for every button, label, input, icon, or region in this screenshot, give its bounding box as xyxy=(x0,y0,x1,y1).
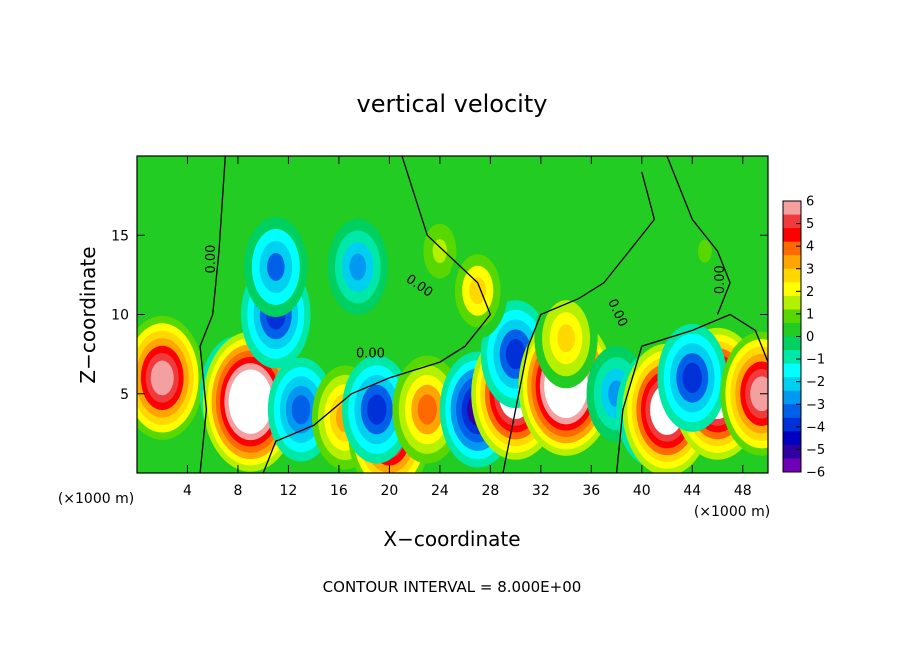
x-unit-label-right: (×1000 m) xyxy=(694,504,770,520)
colorbar-tick-label: −6 xyxy=(806,466,825,481)
x-tick-label: 36 xyxy=(582,483,600,499)
contour-interval-note: CONTOUR INTERVAL = 8.000E+00 xyxy=(323,578,582,596)
x-tick-label: 44 xyxy=(683,483,701,499)
x-tick-label: 12 xyxy=(280,483,298,499)
zero-contour-0 xyxy=(199,156,226,473)
colorbar-swatch xyxy=(783,431,801,446)
colorbar-swatch xyxy=(783,377,801,392)
colorbar-tick-label: 4 xyxy=(806,240,814,255)
x-tick-label: 28 xyxy=(481,483,499,499)
colorbar-tick-label: 3 xyxy=(806,262,814,277)
field-cell-13-4 xyxy=(505,339,526,370)
colorbar-tick-label: −5 xyxy=(806,443,825,458)
colorbar-swatch xyxy=(783,417,801,432)
field-cell-20-4 xyxy=(682,362,702,393)
x-tick-label: 24 xyxy=(431,483,449,499)
colorbar-swatch xyxy=(783,350,801,365)
field-cell-21-6 xyxy=(750,376,768,412)
velocity-field xyxy=(137,208,768,473)
colorbar-tick-label: 5 xyxy=(806,217,814,232)
y-tick-label: 5 xyxy=(120,387,129,403)
y-axis-label: Z−coordinate xyxy=(76,246,100,383)
field-cell-22-2 xyxy=(432,239,448,264)
x-tick-label: 32 xyxy=(532,483,550,499)
colorbar-swatch xyxy=(783,255,801,270)
field-cell-4-3 xyxy=(267,252,285,281)
colorbar-swatch xyxy=(783,241,801,256)
x-tick-label: 8 xyxy=(233,483,242,499)
zero-contour-3 xyxy=(615,313,768,473)
y-tick-label: 15 xyxy=(111,228,129,244)
colorbar-swatch xyxy=(783,295,801,310)
x-tick-label: 48 xyxy=(734,483,752,499)
colorbar-swatch xyxy=(783,458,801,473)
contour-label: 0.00 xyxy=(356,346,385,361)
colorbar-tick-label: −1 xyxy=(806,353,825,368)
field-cell-0-6 xyxy=(150,360,174,396)
colorbar-swatch xyxy=(783,228,801,243)
plot-area: 0.000.000.000.000.00 xyxy=(136,155,769,474)
colorbar-swatch xyxy=(783,322,801,337)
colorbar: 6 5 4 3 2 1 0 −1 −2 −3 −4 −5 −6 xyxy=(782,195,825,481)
colorbar-swatch xyxy=(783,282,801,297)
y-axis: 5 10 15 xyxy=(111,228,768,403)
field-cell-9-4 xyxy=(367,394,387,425)
zero-contour-2 xyxy=(502,171,656,473)
colorbar-swatch xyxy=(783,363,801,378)
field-cell-2-8 xyxy=(237,382,264,422)
field-cell-15-3 xyxy=(557,324,575,353)
colorbar-tick-label: 1 xyxy=(806,307,814,322)
colorbar-swatch xyxy=(783,336,801,351)
colorbar-tick-label: −3 xyxy=(806,398,825,413)
field-cell-10-4 xyxy=(417,394,437,425)
x-tick-label: 4 xyxy=(183,483,192,499)
colorbar-tick-label: −4 xyxy=(806,420,825,435)
colorbar-tick-label: 2 xyxy=(806,285,814,300)
colorbar-tick-label: 6 xyxy=(806,195,814,210)
field-cell-23-3 xyxy=(469,277,487,305)
zero-contour-1 xyxy=(262,156,492,473)
x-unit-label-left: (×1000 m) xyxy=(58,491,134,507)
contour-label: 0.00 xyxy=(204,245,219,274)
colorbar-swatch xyxy=(783,214,801,229)
x-axis-label: X−coordinate xyxy=(383,527,520,551)
colorbar-swatch xyxy=(783,444,801,459)
colorbar-swatch xyxy=(783,390,801,405)
x-tick-label: 20 xyxy=(380,483,398,499)
y-tick-label: 10 xyxy=(111,308,129,324)
colorbar-swatch xyxy=(783,201,801,216)
colorbar-tick-label: −2 xyxy=(806,375,825,390)
colorbar-swatch xyxy=(783,404,801,419)
zero-contour-4 xyxy=(666,156,731,315)
chart-title: vertical velocity xyxy=(357,90,548,118)
field-cell-24-2 xyxy=(698,239,712,263)
colorbar-swatch xyxy=(783,268,801,283)
x-tick-label: 40 xyxy=(633,483,651,499)
x-axis: 4 8 12 16 20 24 28 32 36 40 44 48 xyxy=(183,156,752,499)
contour-label: 0.00 xyxy=(713,265,728,294)
colorbar-swatch xyxy=(783,309,801,324)
colorbar-tick-label: 0 xyxy=(806,330,814,345)
field-cell-7-3 xyxy=(349,253,367,281)
field-cell-5-4 xyxy=(291,395,311,425)
x-tick-label: 16 xyxy=(330,483,348,499)
